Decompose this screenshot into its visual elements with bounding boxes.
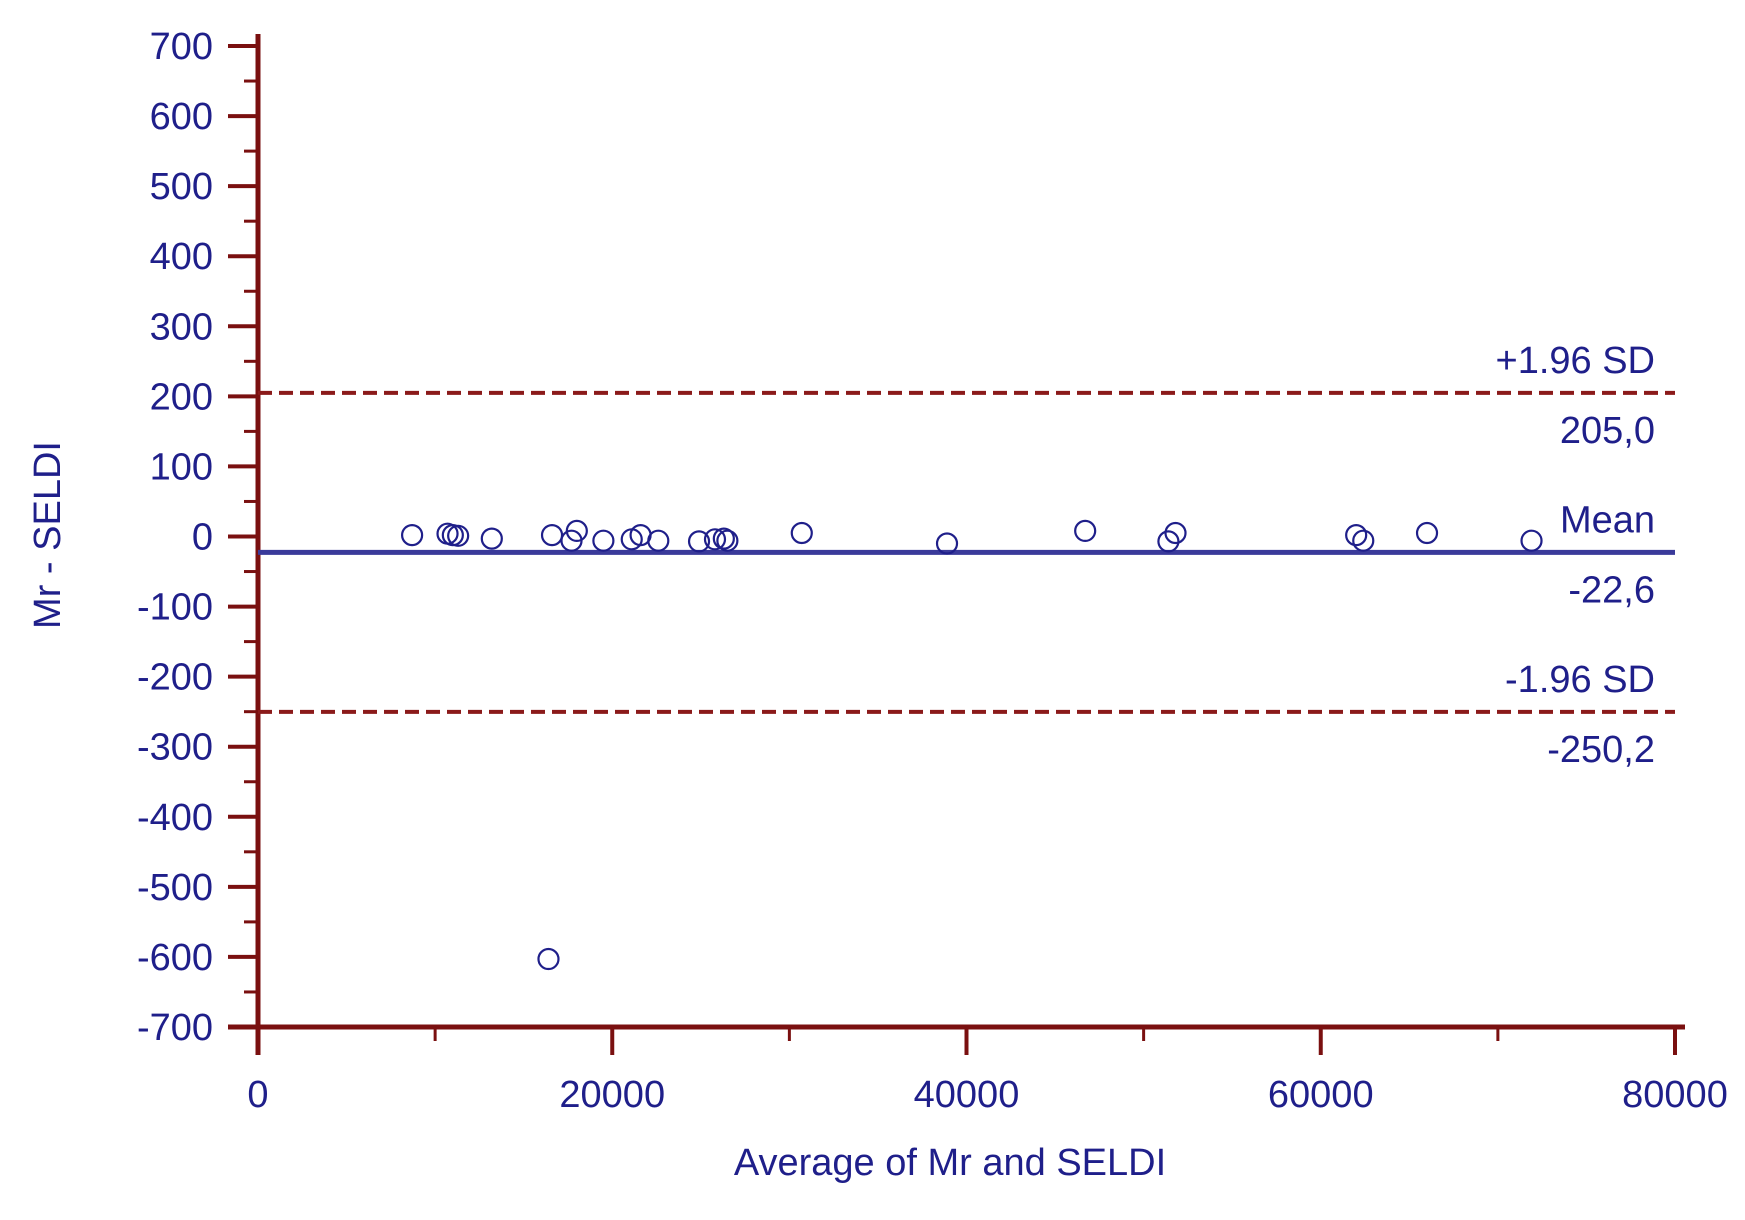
data-point (447, 524, 470, 547)
data-point (1352, 529, 1375, 552)
reference-line-name: Mean (1560, 499, 1655, 541)
data-point (1074, 519, 1097, 542)
data-point (712, 527, 735, 550)
data-point (647, 529, 670, 552)
y-tick-label: -200 (137, 657, 213, 699)
y-axis-title: Mr - SELDI (27, 441, 69, 629)
data-points-group (400, 519, 1543, 971)
y-tick-label: 600 (150, 96, 213, 138)
data-point (1415, 521, 1439, 545)
y-tick-label: -400 (137, 797, 213, 839)
data-point (1345, 523, 1368, 547)
y-tick-label: 300 (150, 306, 213, 348)
reference-lines-group: +1.96 SD 205,0 Mean -22,6 -1.96 SD -250,2 (258, 340, 1675, 771)
reference-line-name: +1.96 SD (1496, 340, 1656, 382)
y-tick-label: -500 (137, 867, 213, 909)
y-tick-label: 400 (150, 236, 213, 278)
reference-line-value: -22,6 (1568, 569, 1655, 611)
reference-line-value: -250,2 (1547, 729, 1655, 771)
data-point (1157, 530, 1180, 553)
data-point (592, 529, 615, 552)
x-tick-label: 80000 (1622, 1074, 1728, 1116)
y-tick-label: -600 (137, 937, 213, 979)
y-tick-label: 700 (150, 26, 213, 68)
data-point (716, 529, 739, 552)
y-tick-label: 500 (150, 166, 213, 208)
x-tick-label: 0 (247, 1074, 268, 1116)
labels-group: Average of Mr and SELDI Mr - SELDI (27, 441, 1166, 1184)
data-point (1520, 529, 1543, 552)
data-point (935, 532, 959, 555)
y-tick-label: -700 (137, 1007, 213, 1049)
data-point (400, 523, 424, 547)
y-tick-label: -100 (137, 587, 213, 629)
x-tick-label: 60000 (1268, 1074, 1374, 1116)
x-tick-label: 20000 (559, 1074, 665, 1116)
reference-line-value: 205,0 (1560, 410, 1655, 452)
data-point (480, 527, 503, 550)
data-point (537, 947, 560, 971)
data-point (1164, 521, 1187, 545)
x-tick-label: 40000 (914, 1074, 1020, 1116)
y-tick-label: 200 (150, 376, 213, 418)
data-point (565, 519, 588, 542)
data-point (687, 530, 711, 553)
axes-group: 700 600 500 400 300 200 100 0 -100 -200 -300 -400 -5… (137, 26, 1728, 1116)
data-point (790, 521, 813, 545)
data-point (540, 523, 564, 547)
y-tick-label: 0 (192, 517, 213, 559)
data-point (703, 528, 727, 551)
y-tick-label: 100 (150, 446, 213, 488)
reference-line-name: -1.96 SD (1505, 659, 1655, 701)
x-axis-title: Average of Mr and SELDI (734, 1142, 1166, 1184)
y-tick-label: -300 (137, 727, 213, 769)
